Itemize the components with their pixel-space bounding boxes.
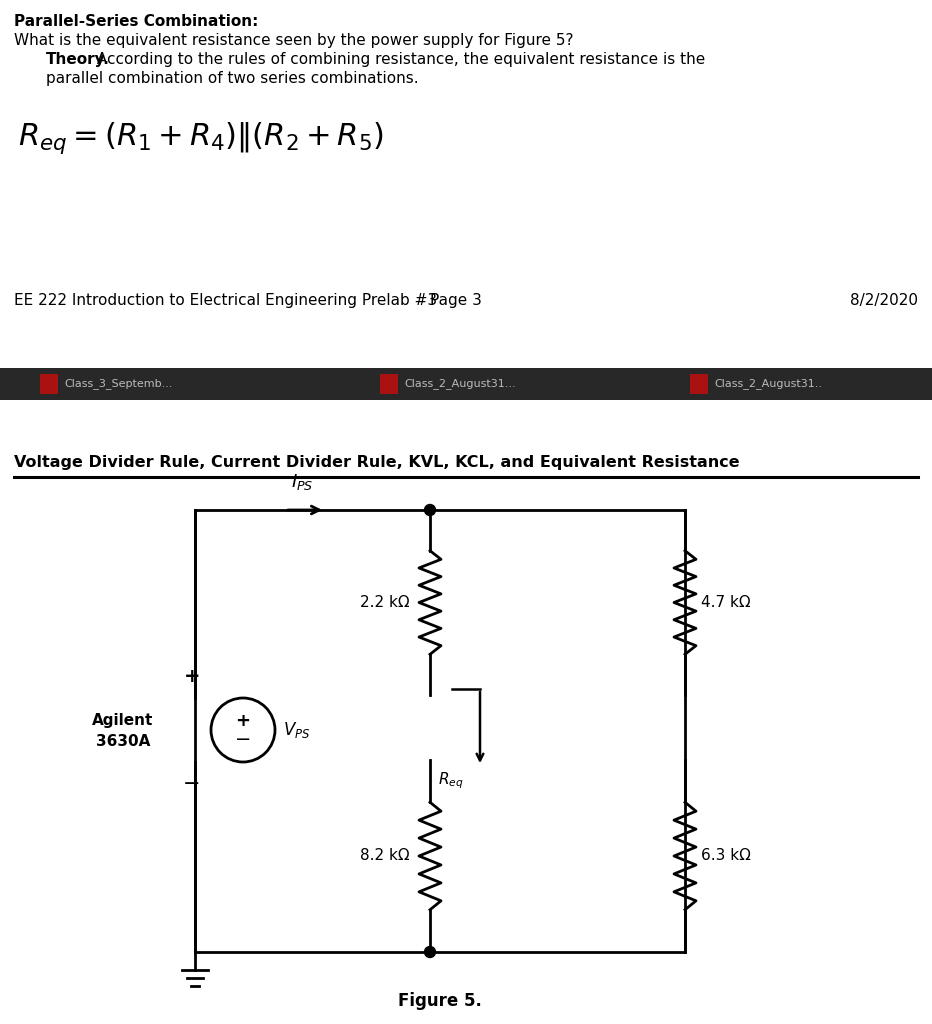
Text: Page 3: Page 3 — [430, 293, 482, 308]
Text: $I_{PS}$: $I_{PS}$ — [291, 472, 314, 492]
Text: parallel combination of two series combinations.: parallel combination of two series combi… — [46, 71, 418, 86]
Text: Class_2_August31..: Class_2_August31.. — [714, 379, 822, 389]
Bar — [40, 374, 58, 394]
Bar — [380, 374, 398, 394]
Text: 6.3 kΩ: 6.3 kΩ — [701, 849, 751, 863]
Text: 3630A: 3630A — [96, 734, 150, 750]
Bar — [0, 368, 932, 400]
Text: What is the equivalent resistance seen by the power supply for Figure 5?: What is the equivalent resistance seen b… — [14, 33, 573, 48]
Text: Class_2_August31...: Class_2_August31... — [404, 379, 515, 389]
Text: EE 222 Introduction to Electrical Engineering Prelab #3: EE 222 Introduction to Electrical Engine… — [14, 293, 437, 308]
Circle shape — [424, 505, 435, 515]
Text: 2.2 kΩ: 2.2 kΩ — [361, 595, 410, 610]
Text: Theory.: Theory. — [46, 52, 110, 67]
Text: −: − — [184, 774, 200, 794]
Text: +: + — [236, 712, 251, 730]
Text: +: + — [184, 667, 200, 685]
Text: According to the rules of combining resistance, the equivalent resistance is the: According to the rules of combining resi… — [92, 52, 706, 67]
Text: $R_{eq} = (R_1 + R_4)\|(R_2 + R_5)$: $R_{eq} = (R_1 + R_4)\|(R_2 + R_5)$ — [18, 120, 384, 156]
Text: Class_3_Septemb...: Class_3_Septemb... — [64, 379, 172, 389]
Text: $R_{eq}$: $R_{eq}$ — [438, 770, 463, 791]
Text: 8/2/2020: 8/2/2020 — [850, 293, 918, 308]
Text: 4.7 kΩ: 4.7 kΩ — [701, 595, 750, 610]
Text: 8.2 kΩ: 8.2 kΩ — [361, 849, 410, 863]
Text: Agilent: Agilent — [92, 714, 154, 728]
Bar — [690, 374, 708, 394]
Text: $V_{PS}$: $V_{PS}$ — [283, 720, 310, 740]
Text: Parallel-Series Combination:: Parallel-Series Combination: — [14, 14, 258, 29]
Circle shape — [424, 946, 435, 957]
Text: Voltage Divider Rule, Current Divider Rule, KVL, KCL, and Equivalent Resistance: Voltage Divider Rule, Current Divider Ru… — [14, 455, 740, 470]
Text: −: − — [235, 730, 252, 750]
Text: Figure 5.: Figure 5. — [398, 992, 482, 1010]
